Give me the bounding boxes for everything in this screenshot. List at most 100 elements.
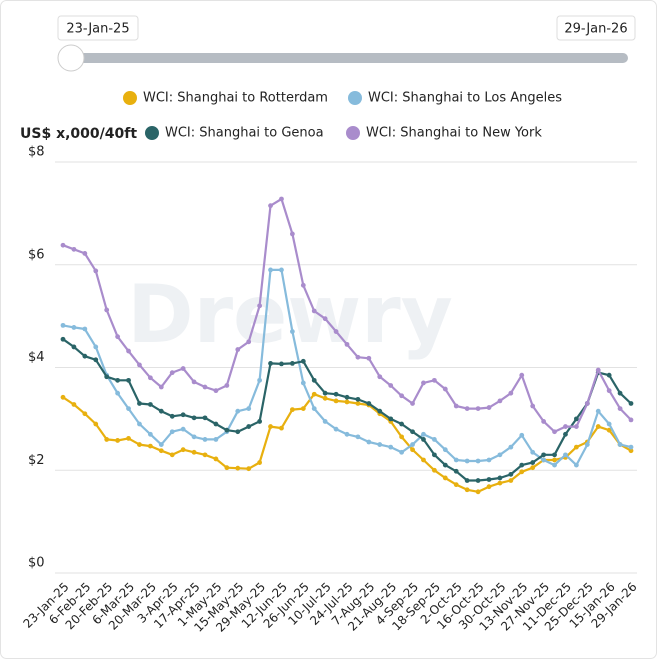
data-point	[344, 431, 350, 437]
slider-start-box	[57, 15, 139, 41]
data-point	[158, 384, 164, 390]
data-point	[442, 447, 448, 453]
data-point	[257, 419, 263, 424]
data-point	[235, 429, 241, 435]
data-point	[224, 427, 230, 433]
data-point	[246, 424, 252, 429]
data-point	[595, 408, 601, 414]
data-point	[158, 408, 164, 414]
data-point	[333, 329, 339, 334]
data-point	[388, 444, 394, 450]
data-point	[202, 452, 208, 458]
data-point	[333, 426, 339, 432]
data-point	[628, 448, 634, 454]
data-point	[453, 482, 459, 488]
data-point	[235, 408, 241, 414]
legend-marker	[145, 126, 159, 140]
data-point	[268, 267, 273, 273]
data-point	[300, 406, 306, 411]
data-point	[311, 377, 317, 383]
data-point	[191, 415, 197, 421]
data-point	[224, 465, 230, 471]
data-point	[475, 406, 481, 411]
data-point	[246, 339, 252, 345]
data-point	[158, 448, 164, 454]
data-point	[606, 388, 612, 394]
data-point	[388, 416, 394, 422]
data-point	[541, 457, 547, 463]
data-point	[508, 390, 514, 396]
data-point	[497, 452, 503, 458]
data-point	[530, 465, 536, 471]
data-point	[584, 401, 590, 406]
data-point	[421, 437, 426, 442]
data-point	[322, 419, 328, 424]
data-point	[563, 424, 568, 429]
slider-track[interactable]	[64, 53, 628, 63]
slider-handle[interactable]	[57, 44, 85, 72]
y-tick-label: $2	[28, 453, 45, 468]
data-point	[180, 412, 186, 418]
data-point	[322, 316, 328, 322]
data-point	[573, 444, 579, 450]
data-point	[147, 443, 153, 449]
data-point	[191, 379, 197, 385]
data-point	[169, 452, 175, 458]
data-point	[431, 467, 437, 473]
data-point	[399, 434, 405, 440]
data-point	[333, 391, 339, 397]
data-point	[224, 383, 230, 388]
data-point	[431, 377, 437, 383]
data-point	[279, 361, 284, 367]
data-point	[268, 360, 273, 366]
data-point	[595, 424, 601, 429]
data-point	[410, 401, 415, 406]
data-point	[322, 390, 328, 396]
data-point	[202, 384, 208, 390]
data-point	[464, 478, 470, 483]
data-point	[202, 415, 208, 421]
data-point	[606, 372, 612, 378]
legend-label: WCI: Shanghai to Los Angeles	[368, 91, 562, 106]
legend-marker	[123, 91, 137, 105]
data-point	[246, 406, 252, 411]
data-point	[93, 357, 99, 363]
data-point	[93, 421, 99, 427]
data-point	[147, 375, 153, 381]
data-point	[246, 466, 252, 472]
data-point	[617, 390, 623, 396]
data-point	[104, 374, 110, 380]
data-point	[508, 444, 514, 450]
data-point	[410, 447, 415, 453]
legend: WCI: Shanghai to Rotterdam WCI: Shanghai …	[123, 91, 562, 141]
data-point	[333, 398, 339, 404]
data-point	[257, 303, 263, 309]
y-tick-label: $6	[28, 247, 45, 262]
data-point	[508, 478, 514, 483]
data-point	[279, 267, 284, 273]
data-point	[213, 456, 219, 462]
data-point	[300, 282, 306, 288]
data-point	[453, 468, 459, 474]
slider-end: 29-Jan-26	[564, 22, 627, 37]
legend-label: WCI: Shanghai to New York	[366, 126, 542, 141]
data-point	[519, 462, 525, 468]
data-point	[377, 408, 383, 414]
data-point	[366, 439, 372, 445]
data-point	[71, 246, 77, 252]
data-point	[377, 374, 383, 380]
data-point	[137, 421, 142, 427]
data-point	[126, 348, 131, 354]
y-tick-label: $0	[28, 556, 45, 571]
data-point	[169, 370, 175, 376]
data-point	[235, 347, 241, 352]
data-point	[355, 354, 361, 360]
data-point	[475, 478, 481, 483]
data-point	[71, 325, 77, 330]
data-point	[541, 419, 547, 424]
data-point	[421, 380, 426, 386]
data-point	[628, 401, 634, 406]
data-point	[104, 307, 110, 313]
data-point	[617, 406, 623, 411]
data-point	[497, 398, 503, 404]
